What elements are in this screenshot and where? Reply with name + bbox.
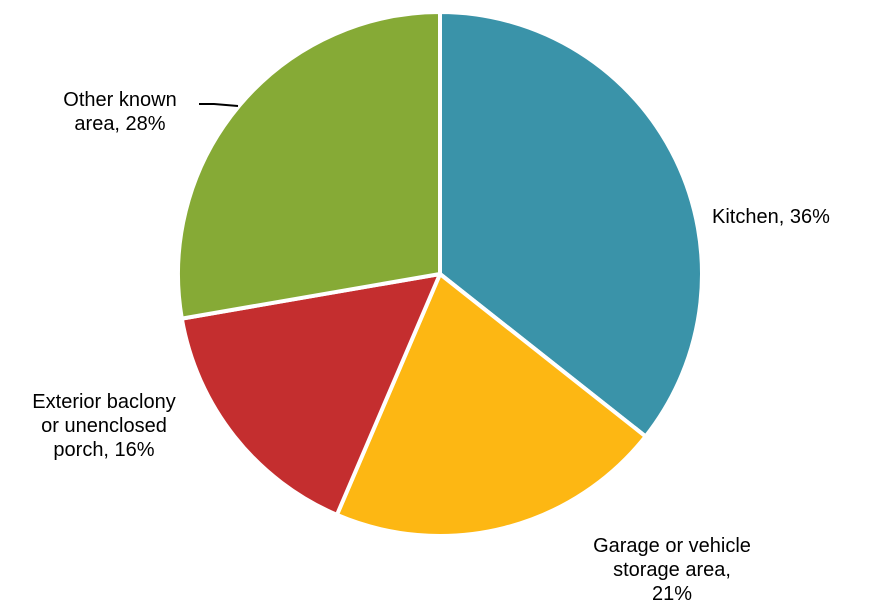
slice-label-garage: Garage or vehicle storage area, 21% (572, 534, 772, 606)
label-line: storage area, (613, 559, 731, 581)
label-line: area, 28% (74, 113, 166, 135)
slice-label-other-known-area: Other known area, 28% (30, 88, 210, 136)
pie-slice-other-known-area (176, 10, 442, 321)
label-line: 21% (651, 583, 693, 605)
label-line: Garage or vehicle (593, 535, 751, 557)
label-line: Other known (63, 89, 177, 111)
label-line: porch, 16% (53, 439, 155, 461)
pie-chart-svg (176, 10, 704, 538)
pie-slice-kitchen (438, 10, 704, 439)
leader-line-other-known-area (199, 103, 239, 107)
label-line: or unenclosed (41, 415, 167, 437)
slice-label-kitchen: Kitchen, 36% (712, 205, 830, 229)
label-line: Kitchen, 36% (712, 206, 830, 228)
pie-slice-exterior-balcony (179, 272, 442, 517)
pie-chart: Kitchen, 36% Garage or vehicle storage a… (4, 10, 830, 605)
slice-label-exterior-balcony: Exterior baclony or unenclosed porch, 16… (4, 390, 204, 462)
label-line: Exterior baclony (32, 391, 176, 413)
